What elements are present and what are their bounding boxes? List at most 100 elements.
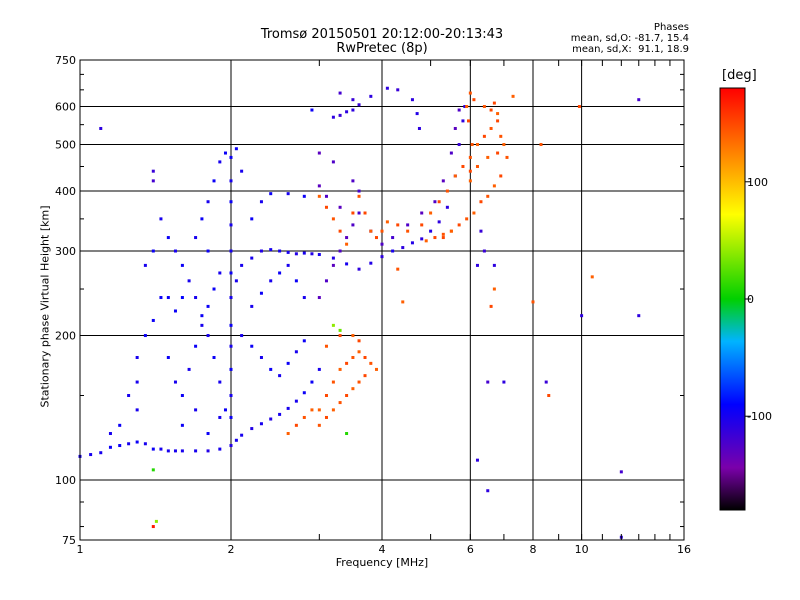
y-axis-label: Stationary phase Virtual Height [km] — [38, 205, 52, 408]
data-point — [154, 519, 158, 523]
data-point — [159, 296, 163, 300]
data-point — [99, 451, 103, 455]
data-point — [108, 445, 112, 449]
data-point — [166, 355, 170, 359]
data-point — [187, 279, 191, 283]
data-point — [482, 105, 486, 109]
data-point — [472, 211, 476, 215]
data-point — [151, 169, 155, 173]
data-point — [590, 275, 594, 279]
data-point — [212, 355, 216, 359]
data-point — [441, 232, 445, 236]
data-point — [259, 355, 263, 359]
data-point — [317, 367, 321, 371]
data-point — [324, 394, 328, 398]
data-point — [180, 296, 184, 300]
data-point — [351, 211, 355, 215]
data-point — [212, 179, 216, 183]
data-point — [338, 328, 342, 332]
data-point — [151, 525, 155, 529]
data-point — [206, 304, 210, 308]
data-point — [331, 380, 335, 384]
x-tick-label: 8 — [530, 543, 537, 556]
data-point — [539, 143, 543, 147]
stats-x-mode: mean, sd,X: 91.1, 18.9 — [572, 44, 689, 55]
data-point — [180, 263, 184, 267]
data-point — [401, 246, 405, 250]
y-tick-label: 300 — [55, 245, 76, 258]
data-point — [580, 314, 584, 318]
data-point — [338, 113, 342, 117]
x-axis-label: Frequency [MHz] — [335, 556, 429, 569]
data-point — [531, 300, 535, 304]
x-tick-label: 6 — [467, 543, 474, 556]
data-point — [396, 223, 400, 227]
data-point — [489, 108, 493, 112]
data-point — [250, 427, 254, 431]
data-point — [437, 200, 441, 204]
data-point — [457, 223, 461, 227]
axis-ticks — [79, 60, 685, 540]
data-point — [429, 229, 433, 233]
data-point — [331, 263, 335, 267]
y-tick-labels: 75 100 200 300 400 500 600 750 — [55, 54, 76, 547]
data-point — [461, 164, 465, 168]
data-point — [229, 415, 233, 419]
data-point — [391, 236, 395, 240]
data-point — [194, 344, 198, 348]
data-point — [294, 399, 298, 403]
data-point — [457, 143, 461, 147]
data-point — [472, 98, 476, 102]
data-point — [194, 449, 198, 453]
y-tick-label: 600 — [55, 101, 76, 114]
data-point — [206, 432, 210, 436]
data-point — [433, 200, 437, 204]
data-point — [511, 94, 515, 98]
data-point — [369, 361, 373, 365]
data-point — [302, 251, 306, 255]
grid-lines — [80, 60, 684, 540]
data-point — [310, 408, 314, 412]
data-point — [317, 408, 321, 412]
data-point — [351, 334, 355, 338]
data-point — [294, 350, 298, 354]
colorbar-tick-label: -100 — [747, 410, 772, 423]
data-point — [441, 236, 445, 240]
data-point — [357, 194, 361, 198]
data-point — [151, 447, 155, 451]
data-point — [489, 304, 493, 308]
data-point — [363, 355, 367, 359]
data-point — [229, 296, 233, 300]
data-point — [479, 229, 483, 233]
data-point — [269, 192, 273, 196]
data-point — [449, 151, 453, 155]
data-point — [127, 394, 131, 398]
data-point — [229, 200, 233, 204]
data-point — [317, 423, 321, 427]
data-point — [317, 194, 321, 198]
data-point — [286, 263, 290, 267]
data-point — [278, 412, 282, 416]
data-point — [410, 98, 414, 102]
data-point — [302, 194, 306, 198]
data-point — [486, 489, 490, 493]
data-point — [173, 449, 177, 453]
data-point — [229, 179, 233, 183]
data-point — [331, 217, 335, 221]
data-point — [206, 249, 210, 253]
data-point — [135, 408, 139, 412]
data-point — [385, 86, 389, 90]
data-point — [200, 323, 204, 327]
data-point — [547, 394, 551, 398]
data-point — [475, 143, 479, 147]
data-point — [391, 249, 395, 253]
data-point — [180, 423, 184, 427]
data-point — [486, 380, 490, 384]
colorbar-tick-label: 0 — [747, 293, 754, 306]
data-point — [180, 394, 184, 398]
data-point — [345, 110, 349, 114]
data-point — [351, 355, 355, 359]
data-point — [486, 155, 490, 159]
data-point — [492, 184, 496, 188]
data-point — [496, 151, 500, 155]
